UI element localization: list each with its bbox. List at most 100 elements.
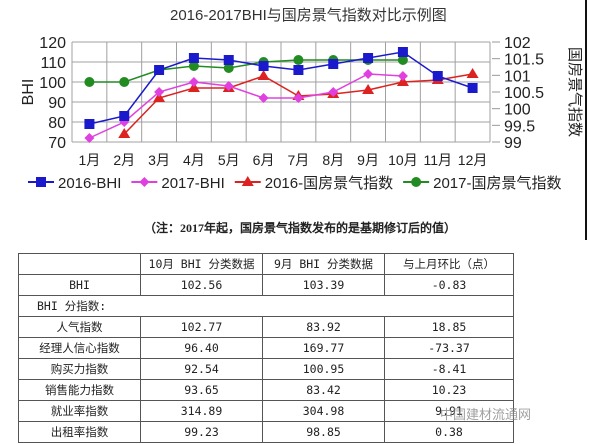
y-tick-label: 90 bbox=[48, 95, 66, 112]
legend-label: 2016-BHI bbox=[58, 175, 121, 192]
square-marker bbox=[258, 61, 269, 71]
cell-change: 18.85 bbox=[384, 316, 514, 338]
diamond-marker bbox=[188, 77, 199, 87]
circle-marker bbox=[188, 61, 199, 71]
x-tick-label: 6月 bbox=[253, 152, 275, 168]
circle-marker bbox=[397, 55, 408, 65]
y2-tick-label: 101.5 bbox=[504, 52, 544, 69]
y-tick-label: 100 bbox=[39, 75, 66, 92]
y-tick-label: 120 bbox=[39, 35, 66, 52]
cell-change: 0.38 bbox=[384, 421, 514, 443]
row-label: 出租率指数 bbox=[18, 421, 141, 443]
x-tick-label: 8月 bbox=[322, 152, 344, 168]
y-axis-label: BHI bbox=[20, 79, 37, 106]
y-tick-label: 70 bbox=[48, 135, 66, 152]
triangle-marker bbox=[362, 84, 375, 94]
cell-change: 10.23 bbox=[384, 379, 514, 401]
cell-sep: 83.42 bbox=[262, 379, 385, 401]
diamond-marker bbox=[258, 93, 269, 103]
y2-tick-label: 100 bbox=[504, 102, 531, 119]
circle-marker bbox=[293, 55, 304, 65]
square-marker bbox=[84, 119, 95, 129]
row-label: 人气指数 bbox=[18, 316, 141, 338]
series-line bbox=[89, 59, 403, 83]
x-tick-label: 5月 bbox=[218, 152, 240, 168]
cell-oct: 102.77 bbox=[140, 316, 263, 338]
legend-label: 2017-国房景气指数 bbox=[433, 175, 561, 192]
square-marker bbox=[293, 65, 304, 75]
header-cell: 与上月环比（点） bbox=[384, 253, 514, 275]
section-label: BHI 分指数: bbox=[18, 295, 514, 317]
cell-sep: 169.77 bbox=[262, 337, 385, 359]
diamond-marker bbox=[293, 93, 304, 103]
x-tick-label: 2月 bbox=[113, 152, 135, 168]
series-line bbox=[89, 51, 473, 125]
diamond-marker bbox=[154, 87, 165, 97]
diamond-marker bbox=[363, 69, 374, 79]
diamond-marker bbox=[223, 81, 234, 91]
diamond-marker bbox=[84, 133, 95, 143]
row-label: 购买力指数 bbox=[18, 358, 141, 380]
header-cell bbox=[18, 253, 141, 275]
table-row: 购买力指数 92.54 100.95 -8.41 bbox=[18, 358, 514, 380]
cell-change: -73.37 bbox=[384, 337, 514, 359]
triangle-marker bbox=[118, 128, 131, 138]
x-tick-label: 3月 bbox=[148, 152, 170, 168]
cell-oct: 102.56 bbox=[140, 274, 263, 296]
cell-oct: 314.89 bbox=[140, 400, 263, 422]
y2-tick-label: 101 bbox=[504, 68, 531, 85]
square-marker bbox=[432, 71, 443, 81]
y2-tick-label: 99 bbox=[504, 135, 522, 152]
x-tick-label: 10月 bbox=[388, 152, 418, 168]
row-label: 就业率指数 bbox=[18, 400, 141, 422]
y2-tick-label: 99.5 bbox=[504, 118, 535, 135]
row-label: 销售能力指数 bbox=[18, 379, 141, 401]
cell-oct: 96.40 bbox=[140, 337, 263, 359]
y2-tick-label: 102 bbox=[504, 35, 531, 52]
square-marker bbox=[36, 177, 46, 187]
triangle-marker bbox=[241, 176, 254, 186]
chart-container: 2016-2017BHI与国房景气指数对比示例图 120 110 100 90 80 70… bbox=[20, 0, 587, 240]
square-marker bbox=[397, 47, 408, 57]
chart-title: 2016-2017BHI与国房景气指数对比示例图 bbox=[170, 7, 447, 24]
chart-note: （注：2017年起，国房景气指数发布的是基期修订后的值） bbox=[143, 221, 456, 235]
x-tick-label: 9月 bbox=[357, 152, 379, 168]
cell-sep: 98.85 bbox=[262, 421, 385, 443]
x-tick-label: 7月 bbox=[288, 152, 310, 168]
x-tick-label: 4月 bbox=[183, 152, 205, 168]
table-row: 就业率指数 314.89 304.98 9.91 bbox=[18, 400, 514, 422]
diamond-marker bbox=[139, 177, 150, 187]
table-row-bhi: BHI 102.56 103.39 -0.83 bbox=[18, 274, 514, 296]
y2-tick-label: 100.5 bbox=[504, 85, 544, 102]
diamond-marker bbox=[397, 71, 408, 81]
x-tick-label: 1月 bbox=[79, 152, 101, 168]
square-marker bbox=[154, 65, 165, 75]
line-chart: 120 110 100 90 80 70 1月 2月 3月 4月 5月 6月 7月 8月 9月 10月 11月 1… bbox=[20, 35, 583, 192]
triangle-marker bbox=[466, 68, 479, 78]
bhi-data-table: 10月 BHI 分类数据 9月 BHI 分类数据 与上月环比（点） BHI 10… bbox=[18, 253, 514, 443]
square-marker bbox=[188, 53, 199, 63]
circle-marker bbox=[119, 77, 130, 87]
table-section-row: BHI 分指数: bbox=[18, 295, 514, 317]
circle-marker bbox=[84, 77, 95, 87]
y2-axis-label: 国房景气指数 bbox=[566, 47, 583, 137]
table-header-row: 10月 BHI 分类数据 9月 BHI 分类数据 与上月环比（点） bbox=[18, 253, 514, 275]
circle-marker bbox=[223, 63, 234, 73]
cell-sep: 100.95 bbox=[262, 358, 385, 380]
cell-oct: 99.23 bbox=[140, 421, 263, 443]
square-marker bbox=[467, 83, 478, 93]
legend-label: 2017-BHI bbox=[161, 175, 224, 192]
x-tick-label: 11月 bbox=[423, 152, 452, 168]
y-tick-label: 110 bbox=[40, 55, 66, 72]
series-line bbox=[89, 73, 403, 139]
cell-change: -0.83 bbox=[384, 274, 514, 296]
cell-oct: 92.54 bbox=[140, 358, 263, 380]
cell-oct: 93.65 bbox=[140, 379, 263, 401]
table-row: 销售能力指数 93.65 83.42 10.23 bbox=[18, 379, 514, 401]
cell-sep: 304.98 bbox=[262, 400, 385, 422]
watermark: 中国建材流通网 bbox=[440, 407, 532, 422]
frame-border bbox=[585, 0, 587, 240]
legend-label: 2016-国房景气指数 bbox=[265, 175, 393, 192]
square-marker bbox=[363, 53, 374, 63]
square-marker bbox=[223, 55, 234, 65]
